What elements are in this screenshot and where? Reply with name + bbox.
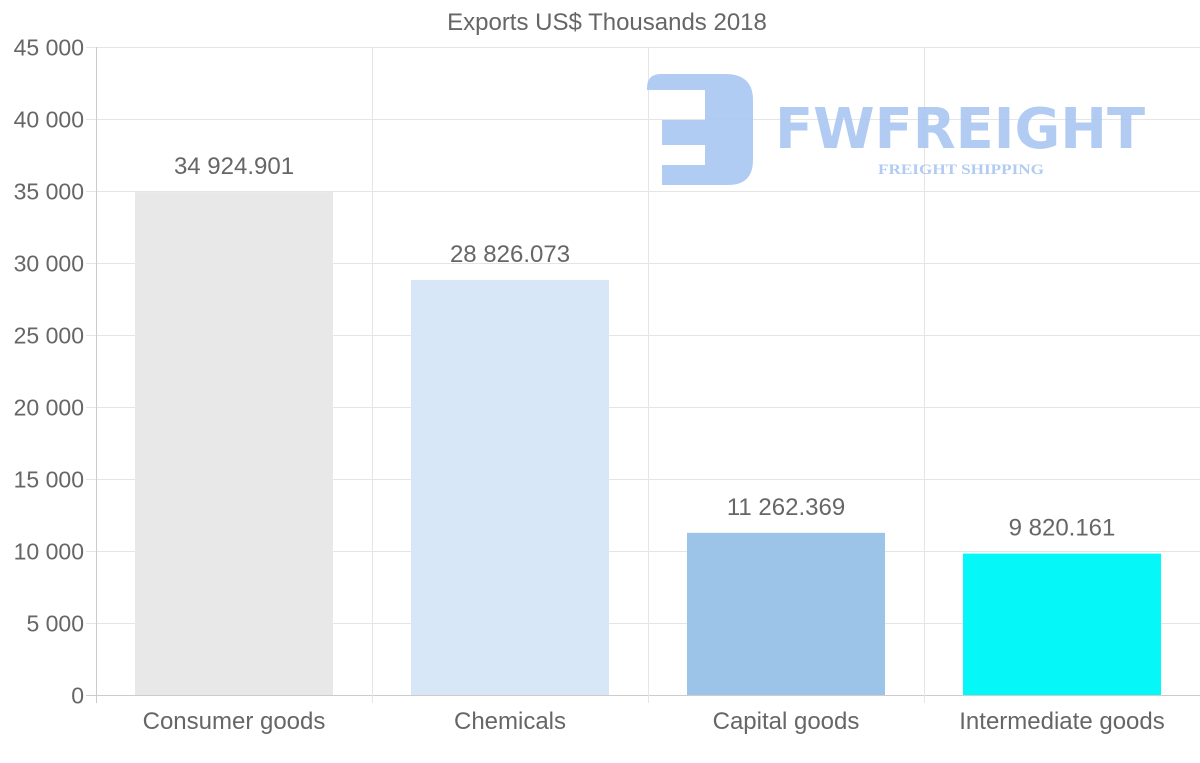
chart-title: Exports US$ Thousands 2018 bbox=[447, 9, 767, 36]
data-label: 34 924.901 bbox=[174, 153, 294, 180]
x-tick-label: Chemicals bbox=[454, 708, 566, 735]
y-tick-label: 0 bbox=[71, 683, 84, 709]
logo-mark-icon bbox=[647, 74, 753, 185]
y-tick-label: 45 000 bbox=[14, 35, 84, 61]
y-tick-label: 35 000 bbox=[14, 179, 84, 205]
y-tick-label: 5 000 bbox=[26, 611, 84, 637]
y-tick-label: 20 000 bbox=[14, 395, 84, 421]
y-tick-label: 40 000 bbox=[14, 107, 84, 133]
bar-capital-goods bbox=[687, 532, 885, 695]
bar-chemicals bbox=[411, 279, 609, 695]
fwfreight-watermark-logo: FWFREIGHT FREIGHT SHIPPING bbox=[647, 74, 1145, 185]
x-tick-label: Consumer goods bbox=[143, 708, 326, 735]
data-label: 11 262.369 bbox=[727, 494, 845, 521]
bar-intermediate-goods bbox=[963, 553, 1161, 695]
x-tick-label: Intermediate goods bbox=[959, 708, 1164, 735]
y-tick-label: 15 000 bbox=[14, 467, 84, 493]
x-tick-label: Capital goods bbox=[713, 708, 860, 735]
y-tick-label: 25 000 bbox=[14, 323, 84, 349]
data-label: 28 826.073 bbox=[450, 241, 570, 268]
data-label: 9 820.161 bbox=[1009, 515, 1116, 542]
y-tick-label: 30 000 bbox=[14, 251, 84, 277]
bar-consumer-goods bbox=[135, 192, 333, 695]
watermark-brand: FWFREIGHT bbox=[775, 97, 1145, 162]
watermark-tagline: FREIGHT SHIPPING bbox=[878, 162, 1044, 178]
y-tick-label: 10 000 bbox=[14, 539, 84, 565]
